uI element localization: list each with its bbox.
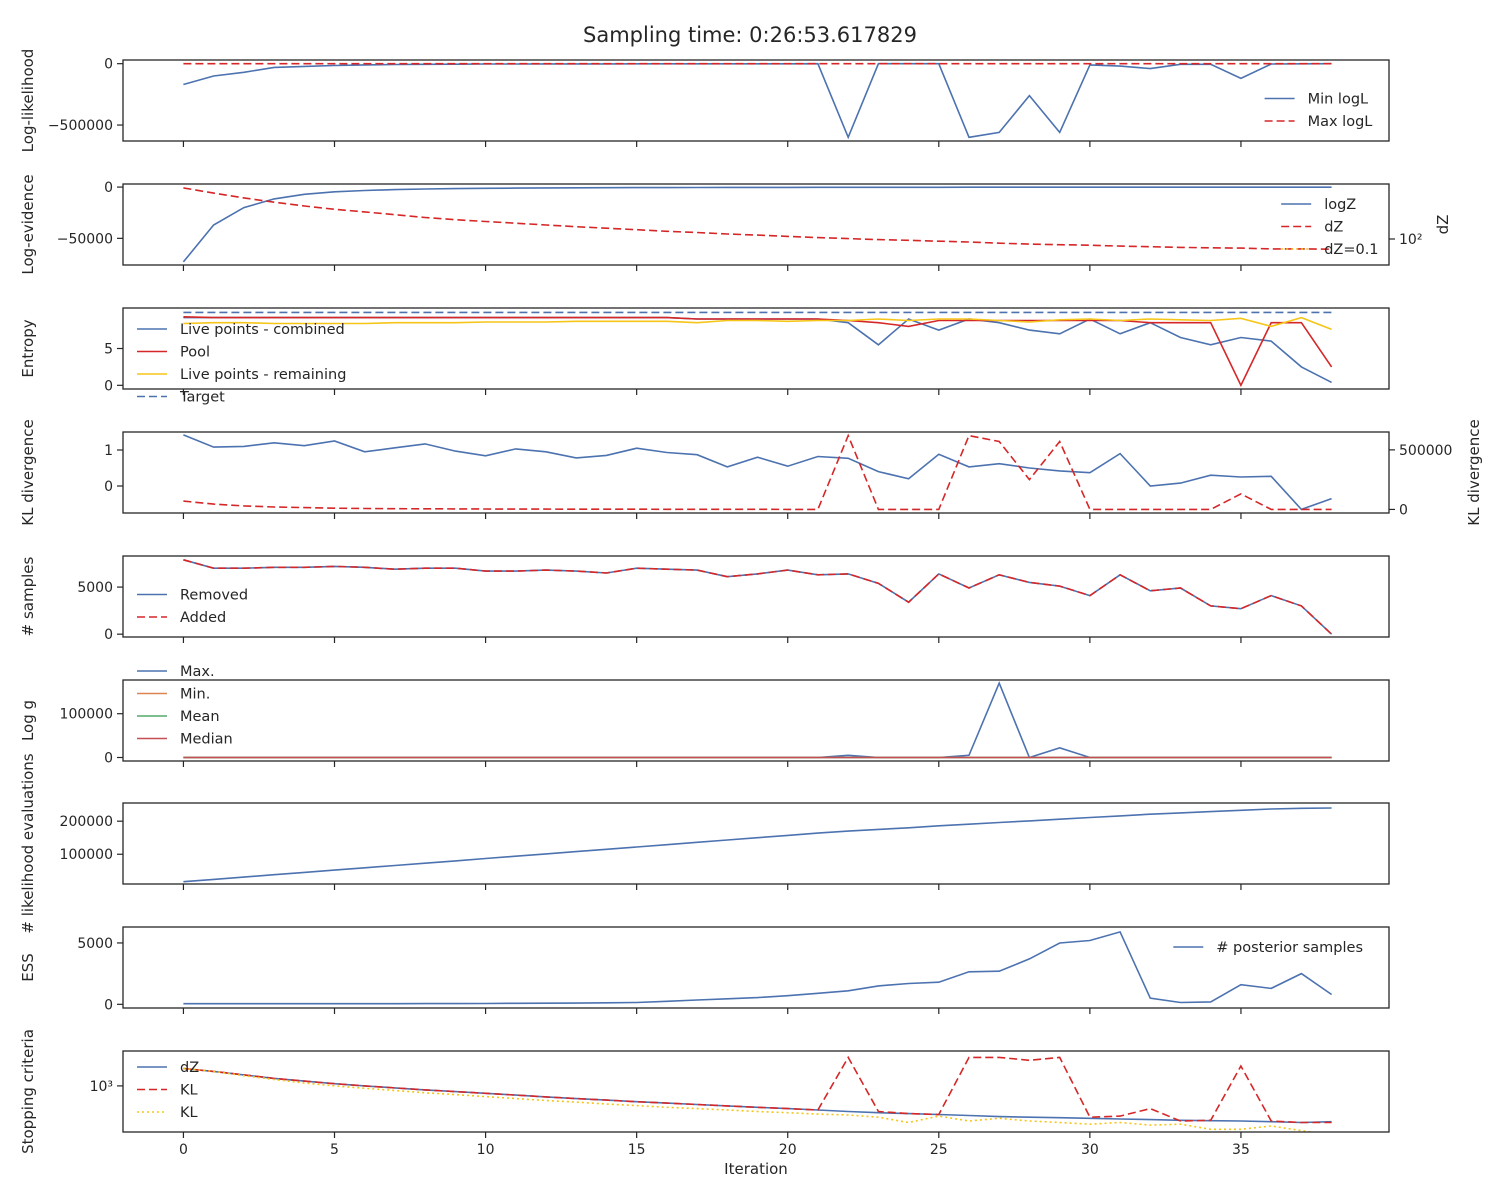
y-tick-label: 0 xyxy=(104,997,113,1013)
legend-label: KL xyxy=(180,1105,198,1121)
y-tick-label: 5000 xyxy=(77,936,113,952)
legend-label: Min logL xyxy=(1308,92,1369,108)
y-axis-label: # samples xyxy=(19,556,37,636)
y-tick-label: −50000 xyxy=(57,231,113,247)
y-tick-label: 0 xyxy=(104,180,113,196)
panel-6: 100000 0 Log g Max. Min. Mean Median xyxy=(19,664,1390,767)
legend-label: Mean xyxy=(180,709,220,725)
y-tick-label: 0 xyxy=(104,750,113,766)
x-tick-label: 35 xyxy=(1232,1142,1250,1158)
legend-label: Max logL xyxy=(1308,114,1373,130)
y-tick-label: 200000 xyxy=(60,814,113,830)
legend-label: Live points - combined xyxy=(180,322,345,338)
y2-tick-label: 10² xyxy=(1399,232,1422,248)
series-line-kl xyxy=(183,1067,1316,1132)
x-tick-label: 15 xyxy=(628,1142,646,1158)
legend-label: KL xyxy=(180,1083,198,1099)
series-line-line-0 xyxy=(183,434,1332,511)
figure-title: Sampling time: 0:26:53.617829 xyxy=(583,23,917,47)
legend-label: dZ xyxy=(180,1060,199,1076)
x-tick-label: 5 xyxy=(330,1142,339,1158)
y-axis-label: ESS xyxy=(19,953,37,982)
y2-tick-label: 0 xyxy=(1399,502,1408,518)
series-line-max- xyxy=(183,681,1332,759)
y-tick-label: 10³ xyxy=(90,1079,113,1095)
x-tick-label: 10 xyxy=(477,1142,495,1158)
series-line-added xyxy=(183,559,1333,635)
panel-9: 10³ 0 5 10 15 20 25 30 35 Stopping criteria Iterat… xyxy=(19,1029,1390,1178)
y-tick-label: 0 xyxy=(104,627,113,643)
panel-1: 0 −500000 Log-likelihood Min logL Max logL xyxy=(19,49,1390,153)
legend-label: logZ xyxy=(1324,197,1356,213)
axes-frame xyxy=(122,431,1390,514)
series-line-logz xyxy=(182,186,1332,263)
y-tick-label: 0 xyxy=(104,378,113,394)
y-axis-label: Entropy xyxy=(19,319,37,377)
axes-frame xyxy=(122,183,1390,266)
series-line-pool xyxy=(183,316,1333,388)
axes-frame xyxy=(122,555,1390,638)
y-axis-label: Log-likelihood xyxy=(19,49,37,153)
series-line-live-points-remaining xyxy=(183,316,1332,331)
y2-axis-label: dZ xyxy=(1434,215,1452,235)
y-axis-label: KL divergence xyxy=(19,419,37,525)
series-line-dz xyxy=(183,187,1332,250)
axes-frame xyxy=(122,802,1390,885)
y-axis-label: # likelihood evaluations xyxy=(19,753,37,933)
series-line-line-1 xyxy=(183,433,1332,511)
legend-label: Target xyxy=(179,390,225,406)
legend-label: dZ xyxy=(1324,220,1343,236)
legend-label: Min. xyxy=(180,687,210,703)
y-tick-label: 0 xyxy=(104,57,113,73)
series-line-min-logl xyxy=(183,62,1332,140)
series-line-line-0 xyxy=(183,807,1332,883)
axes-frame xyxy=(122,59,1390,142)
legend-label: # posterior samples xyxy=(1216,940,1363,956)
x-axis-label: Iteration xyxy=(724,1160,788,1178)
y-tick-label: 0 xyxy=(104,479,113,495)
x-tick-label: 20 xyxy=(779,1142,797,1158)
y-tick-label: 100000 xyxy=(60,707,113,723)
y2-tick-label: 500000 xyxy=(1399,443,1452,459)
y-axis-label: Log g xyxy=(19,700,37,741)
legend-label: dZ=0.1 xyxy=(1324,242,1378,258)
y-tick-label: 1 xyxy=(104,443,113,459)
panel-7: 200000 100000 # likelihood evaluations xyxy=(19,753,1390,934)
panel-4: 1 0 500000 0 KL divergence KL divergence xyxy=(19,419,1483,525)
series-line-kl xyxy=(183,1055,1332,1124)
y-tick-label: 5 xyxy=(104,342,113,358)
x-tick-label: 30 xyxy=(1081,1142,1099,1158)
x-tick-label: 25 xyxy=(930,1142,948,1158)
x-tick-label: 0 xyxy=(179,1142,188,1158)
axes-frame xyxy=(122,926,1390,1009)
panel-2: 0 −50000 10² Log-evidence dZ logZ dZ dZ=0.1 xyxy=(19,174,1452,274)
y-axis-label: Stopping criteria xyxy=(19,1029,37,1154)
series-line-live-points-combined xyxy=(183,316,1332,384)
y-axis-label: Log-evidence xyxy=(19,174,37,274)
y-tick-label: −500000 xyxy=(48,118,113,134)
legend-label: Max. xyxy=(180,664,215,680)
series-line-removed xyxy=(183,559,1333,635)
y2-axis-label: KL divergence xyxy=(1465,419,1483,525)
panel-3: 0 5 Entropy Live points - combined Pool Live … xyxy=(19,307,1390,406)
legend-label: Median xyxy=(180,732,233,748)
y-tick-label: 100000 xyxy=(60,847,113,863)
panel-5: 5000 0 # samples Removed Added xyxy=(19,555,1390,643)
axes-frame xyxy=(122,1050,1390,1133)
series-line-dz xyxy=(183,1067,1332,1124)
legend-label: Removed xyxy=(180,588,248,604)
panel-8: 5000 0 ESS # posterior samples xyxy=(19,926,1390,1014)
y-tick-label: 5000 xyxy=(77,580,113,596)
legend-label: Pool xyxy=(180,345,210,361)
axes-frame xyxy=(122,679,1390,762)
legend-label: Live points - remaining xyxy=(180,367,346,383)
series-line--posterior-samples xyxy=(183,930,1333,1005)
legend-label: Added xyxy=(180,610,226,626)
